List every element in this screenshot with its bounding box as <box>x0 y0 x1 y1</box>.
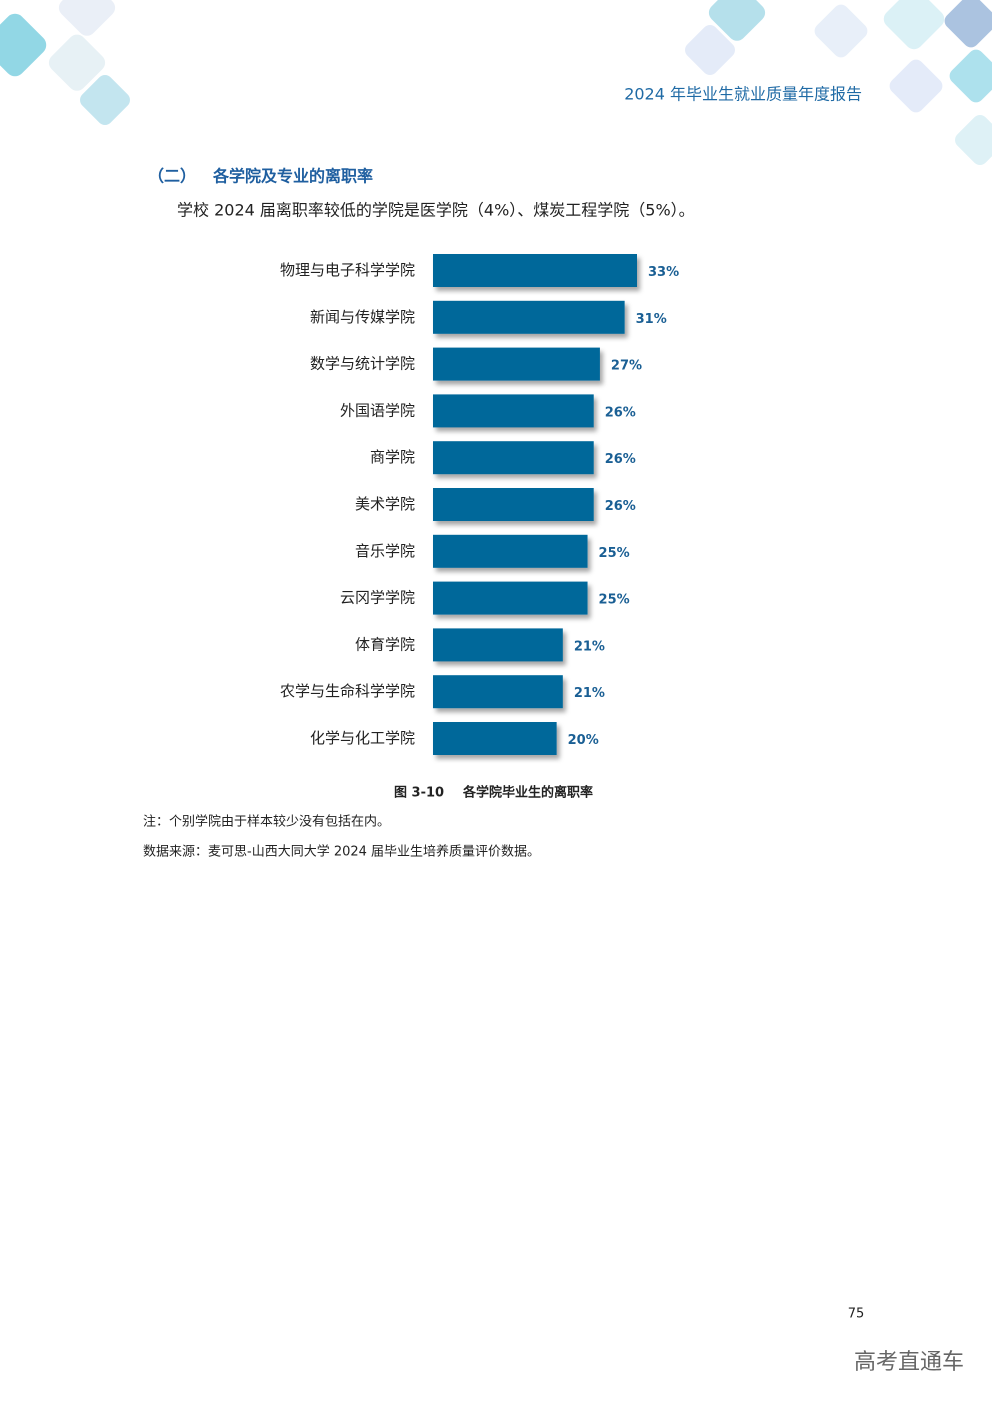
bar <box>433 347 600 381</box>
bar <box>433 394 594 428</box>
value-label: 27% <box>611 359 642 374</box>
category-label: 外国语学院 <box>340 401 415 419</box>
bar <box>433 722 557 755</box>
deco-square <box>0 13 47 77</box>
deco-square <box>708 0 766 41</box>
bar <box>433 488 594 521</box>
deco-square <box>883 0 945 50</box>
page-number: 75 <box>848 1307 865 1322</box>
category-label: 音乐学院 <box>355 542 415 560</box>
value-label: 26% <box>605 405 636 420</box>
note: 注：个别学院由于样本较少没有包括在内。 <box>143 814 390 830</box>
category-label: 云冈学学院 <box>340 589 415 607</box>
value-label: 31% <box>636 312 667 327</box>
bar <box>433 628 563 662</box>
header-decoration <box>0 0 992 165</box>
deco-square <box>949 49 992 103</box>
chart: 物理与电子科学学院 33% 新闻与传媒学院 31% 数学与统计学院 27% 外国语学院 26%… <box>280 254 679 755</box>
header-title: 2024 年毕业生就业质量年度报告 <box>624 85 862 104</box>
section-title: 各学院及专业的离职率 <box>212 167 373 186</box>
category-label: 商学院 <box>370 448 415 466</box>
note: 数据来源：麦可思-山西大同大学 2024 届毕业生培养质量评价数据。 <box>143 844 540 860</box>
watermark: 高考直通车 <box>854 1350 964 1375</box>
bar <box>433 254 637 287</box>
value-label: 26% <box>605 499 636 514</box>
bar <box>433 441 594 475</box>
value-label: 21% <box>574 686 605 701</box>
bar <box>433 581 588 615</box>
value-label: 25% <box>599 546 630 561</box>
deco-square <box>889 59 943 113</box>
section-number: （二） <box>148 167 196 186</box>
deco-square <box>944 0 992 48</box>
caption-label: 图 3-10 <box>394 786 444 801</box>
deco-square <box>80 75 130 125</box>
bar <box>433 300 625 334</box>
deco-square <box>814 4 868 58</box>
caption-text: 各学院毕业生的离职率 <box>462 785 593 801</box>
category-label: 美术学院 <box>355 495 415 513</box>
value-label: 25% <box>599 593 630 608</box>
value-label: 33% <box>648 265 679 280</box>
category-label: 体育学院 <box>355 635 415 653</box>
category-label: 数学与统计学院 <box>310 355 415 373</box>
body-text: 学校 2024 届离职率较低的学院是医学院（4%）、煤炭工程学院（5%）。 <box>177 201 695 220</box>
value-label: 20% <box>568 733 599 748</box>
category-label: 物理与电子科学学院 <box>280 261 415 279</box>
deco-square <box>685 25 735 75</box>
category-label: 新闻与传媒学院 <box>310 308 415 326</box>
bar <box>433 675 563 709</box>
value-label: 21% <box>574 639 605 654</box>
deco-square <box>48 34 106 91</box>
category-label: 农学与生命科学学院 <box>280 682 415 700</box>
deco-square <box>58 0 116 36</box>
category-label: 化学与化工学院 <box>310 729 415 747</box>
deco-square <box>955 115 992 165</box>
value-label: 26% <box>605 452 636 467</box>
bar <box>433 534 588 568</box>
